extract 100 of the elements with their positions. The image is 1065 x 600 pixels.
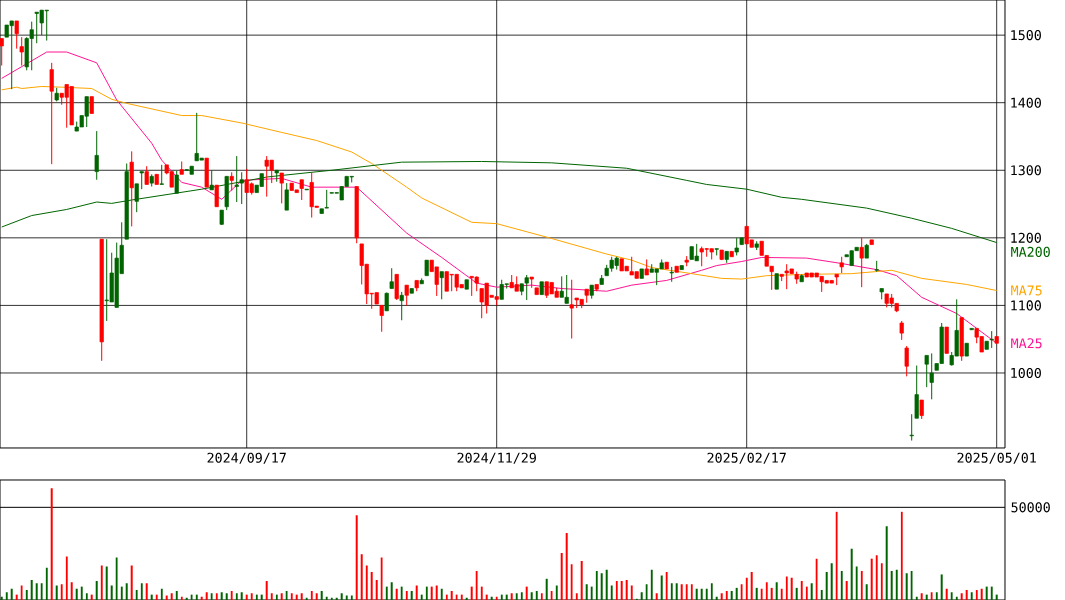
bar [120,586,123,600]
candlestick [859,237,864,288]
bar [655,593,658,600]
y-tick-label: 1300 [1011,165,1041,176]
bar [270,593,273,600]
candlestick [49,62,54,165]
bar [575,593,578,600]
bar [600,573,603,600]
bar [315,593,318,600]
bar [895,569,898,600]
bar [615,581,618,600]
bar [670,583,673,600]
candlestick [899,320,904,341]
bar [385,586,388,600]
candlestick [159,164,164,185]
bar [775,582,778,600]
bar [30,579,33,600]
x-tick-label: 2025/05/01 [957,452,1036,464]
series-label: MA75 [1011,285,1042,296]
bar [280,593,283,600]
bar [520,592,523,600]
bar [95,581,98,600]
bar [960,593,963,600]
candlestick [904,345,909,377]
bar [710,583,713,600]
bar [630,585,633,600]
candlestick [389,267,394,290]
candlestick [914,365,919,419]
bar [360,554,363,600]
bar [10,588,13,600]
bar [750,572,753,600]
bar [415,585,418,600]
bar [890,570,893,600]
x-tick-label: 2024/09/17 [207,452,286,464]
candlestick [214,184,219,208]
bar [730,591,733,600]
bar [110,585,113,600]
bar [795,587,798,600]
bar [830,563,833,600]
bar [185,597,188,600]
bar [25,589,28,600]
bar [825,572,828,600]
bar [820,589,823,600]
candlestick [209,169,214,191]
bar [370,572,373,600]
bar [125,583,128,600]
bar [15,594,18,600]
bar [45,567,48,600]
y-tick-label: 1500 [1011,30,1041,41]
bar [90,594,93,600]
bar [585,584,588,600]
y-tick-label: 1000 [1011,367,1041,379]
bar [295,594,298,600]
bar [365,565,368,600]
bar [100,565,103,600]
bar [390,582,393,600]
candlestick [404,284,409,306]
bar [660,575,663,600]
bar [790,577,793,600]
bar [245,594,248,600]
bar [275,594,278,600]
bar [985,586,988,600]
candlestick [919,399,924,420]
candlestick [379,304,384,333]
bar [675,583,678,600]
bar [540,593,543,600]
bar [355,515,358,600]
candlestick [144,165,149,185]
bar [140,583,143,600]
bar [145,583,148,600]
bar [405,591,408,600]
bar [35,583,38,600]
bar [395,588,398,600]
bar [150,594,153,600]
bar [860,570,863,600]
y-tick-label: 1100 [1011,300,1041,311]
bar [905,573,908,600]
bar [845,581,848,600]
candlestick [279,172,284,204]
bar [425,586,428,600]
bar [530,592,533,600]
bar [965,589,968,600]
bar [620,581,623,600]
bar [195,594,198,600]
bar [430,586,433,600]
bar [580,560,583,600]
bar [205,592,208,600]
bar [850,548,853,600]
bar [980,588,983,600]
bar [75,588,78,600]
bar [500,594,503,600]
candlestick [439,271,444,300]
bar [265,581,268,600]
bar [545,578,548,600]
bar [920,593,923,600]
bar [870,558,873,600]
bar [460,594,463,600]
bar [900,511,903,600]
bar [735,587,738,600]
bar [625,579,628,600]
